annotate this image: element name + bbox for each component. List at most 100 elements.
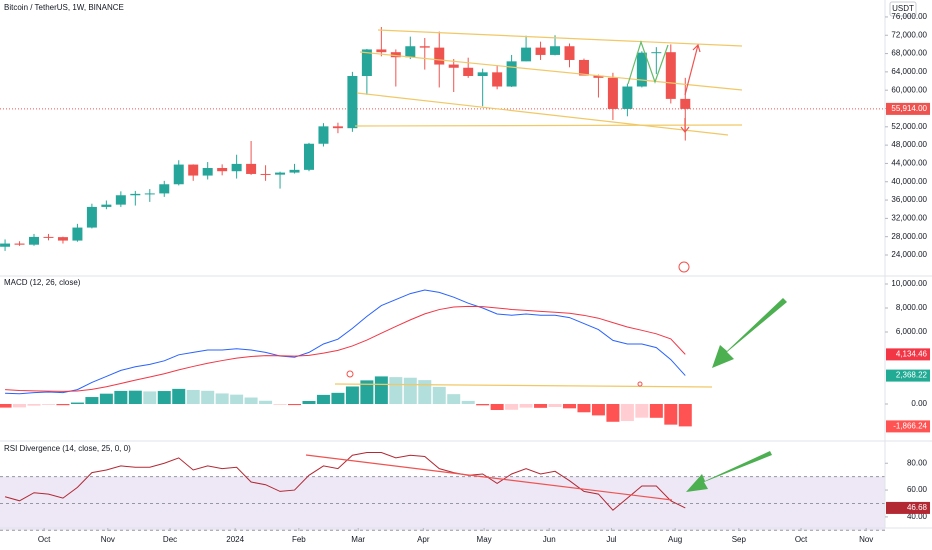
histogram-bar bbox=[56, 404, 70, 406]
histogram-bar bbox=[606, 404, 620, 422]
histogram-bar bbox=[562, 404, 576, 409]
last-price-label-bg bbox=[886, 102, 930, 115]
x-tick-label: Dec bbox=[163, 535, 177, 544]
histogram-bar bbox=[519, 404, 533, 408]
candle-body bbox=[101, 204, 112, 207]
histogram-bar bbox=[577, 404, 591, 413]
projection-arrow bbox=[684, 44, 699, 96]
chart-title: Bitcoin / TetherUS, 1W, BINANCE bbox=[4, 3, 124, 12]
y-tick-label: 60.00 bbox=[907, 485, 928, 494]
histogram-bar bbox=[360, 380, 374, 404]
annotation-arrow bbox=[686, 451, 772, 492]
y-tick-label: 24,000.00 bbox=[891, 250, 927, 259]
macd-line bbox=[5, 305, 686, 392]
candle-body bbox=[477, 72, 488, 76]
histogram-bar bbox=[678, 404, 692, 427]
currency-label: USDT bbox=[892, 4, 914, 13]
histogram-bar bbox=[244, 397, 258, 404]
histogram-bar bbox=[186, 389, 200, 404]
x-tick-label: Aug bbox=[668, 535, 682, 544]
candle-body bbox=[188, 164, 199, 176]
histogram-bar bbox=[70, 402, 84, 404]
candle-body bbox=[521, 47, 532, 62]
histogram-bar bbox=[259, 400, 273, 404]
histogram-bar bbox=[316, 394, 330, 404]
marker-circle bbox=[637, 381, 643, 387]
histogram-bar bbox=[288, 404, 302, 406]
x-tick-label: Nov bbox=[101, 535, 115, 544]
trend-line bbox=[334, 383, 713, 388]
candle-body bbox=[651, 52, 662, 54]
candle-body bbox=[86, 206, 97, 228]
histogram-bar bbox=[201, 390, 215, 404]
candle-body bbox=[159, 184, 170, 194]
y-tick-label: 60,000.00 bbox=[891, 85, 927, 94]
x-tick-label: Oct bbox=[795, 535, 808, 544]
y-tick-label: 36,000.00 bbox=[891, 195, 927, 204]
y-tick-label: 40.00 bbox=[907, 512, 928, 521]
candle-body bbox=[347, 75, 358, 129]
series-last-label-bg bbox=[886, 369, 930, 382]
y-tick-label: 8,000.00 bbox=[896, 303, 928, 312]
series-last-label: 46.68 bbox=[907, 503, 928, 512]
candle-body bbox=[607, 77, 618, 109]
x-tick-label: Sep bbox=[732, 535, 747, 544]
histogram-bar bbox=[331, 392, 345, 404]
projection-path bbox=[627, 40, 669, 85]
candle-body bbox=[260, 173, 271, 175]
histogram-bar bbox=[649, 404, 663, 418]
candle-body bbox=[506, 61, 517, 87]
back-layer bbox=[0, 108, 885, 531]
histogram-bar bbox=[85, 397, 99, 404]
y-tick-label: 0.00 bbox=[911, 399, 927, 408]
histogram-bar bbox=[114, 390, 128, 404]
candle-body bbox=[535, 47, 546, 55]
histogram-bar bbox=[447, 394, 461, 404]
candle-body bbox=[665, 52, 676, 99]
candle-body bbox=[578, 59, 589, 76]
y-tick-label: 52,000.00 bbox=[891, 122, 927, 131]
y-tick-label: 32,000.00 bbox=[891, 213, 927, 222]
x-tick-label: Apr bbox=[417, 535, 430, 544]
candle-body bbox=[593, 75, 604, 78]
mark-layer bbox=[0, 27, 692, 511]
candle-body bbox=[361, 49, 372, 76]
trend-line bbox=[356, 92, 729, 136]
x-tick-label: Nov bbox=[859, 535, 873, 544]
x-tick-label: Jun bbox=[543, 535, 556, 544]
histogram-bar bbox=[143, 391, 157, 404]
candle-body bbox=[0, 243, 11, 247]
candle-body bbox=[289, 169, 300, 173]
macd-title: MACD (12, 26, close) bbox=[4, 278, 81, 287]
last-price-label: 55,914.00 bbox=[891, 104, 927, 113]
candle-body bbox=[144, 193, 155, 195]
candle-body bbox=[550, 46, 561, 55]
y-tick-label: 80.00 bbox=[907, 458, 928, 467]
histogram-bar bbox=[620, 404, 634, 422]
histogram-bar bbox=[635, 404, 649, 418]
candle-body bbox=[72, 227, 83, 241]
y-tick-label: 10,000.00 bbox=[891, 279, 927, 288]
histogram-bar bbox=[548, 404, 562, 407]
histogram-bar bbox=[302, 401, 316, 404]
candle-body bbox=[492, 72, 503, 87]
candle-body bbox=[680, 98, 691, 109]
histogram-bar bbox=[476, 404, 490, 406]
histogram-bar bbox=[13, 404, 27, 408]
y-tick-label: 72,000.00 bbox=[891, 30, 927, 39]
histogram-bar bbox=[490, 404, 504, 410]
candle-body bbox=[332, 126, 343, 129]
histogram-bar bbox=[99, 393, 113, 404]
histogram-bar bbox=[505, 404, 519, 410]
candle-body bbox=[14, 243, 25, 245]
series-last-label: 2,368.22 bbox=[896, 371, 928, 380]
x-tick-label: Mar bbox=[351, 535, 365, 544]
y-tick-label: 44,000.00 bbox=[891, 159, 927, 168]
drawings bbox=[305, 29, 787, 501]
x-tick-label: 2024 bbox=[226, 535, 244, 544]
histogram-bar bbox=[27, 404, 41, 406]
histogram-bar bbox=[345, 386, 359, 404]
histogram-bar bbox=[591, 404, 605, 416]
